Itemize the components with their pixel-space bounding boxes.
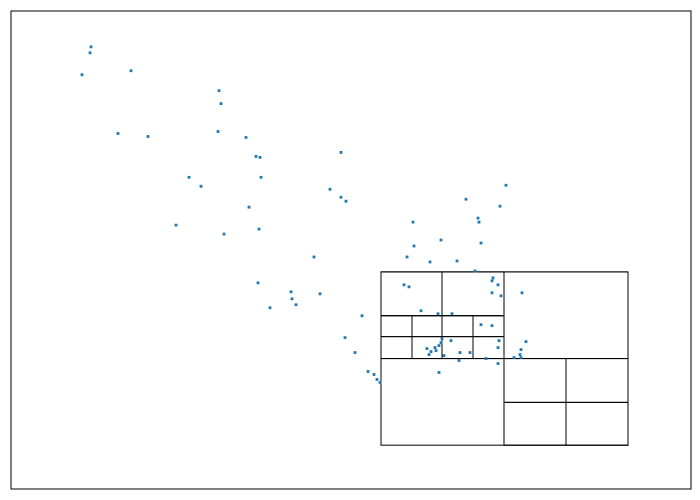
data-point-42: [402, 283, 406, 287]
data-point-10: [258, 155, 262, 159]
data-point-43: [407, 285, 411, 289]
data-point-70: [425, 347, 429, 350]
data-point-50: [268, 306, 272, 310]
data-point-67: [449, 339, 453, 343]
quadtree-rect-19: [565, 358, 629, 403]
data-point-33: [455, 259, 459, 263]
data-point-45: [256, 281, 260, 285]
data-point-4: [217, 89, 221, 93]
data-point-46: [318, 292, 322, 296]
data-point-84: [519, 356, 523, 359]
data-point-82: [524, 340, 528, 344]
data-point-22: [257, 227, 261, 231]
data-point-52: [436, 312, 440, 316]
data-point-55: [360, 314, 364, 318]
data-point-20: [174, 223, 178, 227]
data-point-41: [520, 291, 524, 295]
data-point-73: [458, 351, 462, 354]
data-point-76: [497, 339, 501, 343]
data-point-21: [222, 232, 226, 236]
data-point-12: [187, 175, 191, 179]
data-point-80: [512, 356, 516, 359]
data-point-44: [312, 255, 316, 259]
data-point-65: [439, 341, 443, 345]
data-point-19: [247, 205, 251, 209]
scatter-points: [80, 45, 528, 384]
data-point-25: [498, 204, 502, 208]
data-point-38: [490, 279, 494, 283]
quadtree-rectangles: [380, 271, 629, 446]
data-point-27: [477, 220, 481, 224]
data-point-35: [473, 269, 477, 273]
data-point-39: [496, 283, 500, 287]
data-point-14: [259, 175, 263, 179]
data-point-78: [484, 357, 488, 360]
data-point-40: [499, 294, 503, 298]
data-point-47: [289, 290, 293, 294]
data-point-26: [476, 216, 480, 220]
data-point-31: [405, 255, 409, 259]
data-point-2: [80, 73, 84, 77]
data-point-23: [464, 197, 468, 201]
data-point-13: [199, 184, 203, 188]
data-point-81: [518, 353, 522, 356]
data-point-64: [433, 346, 437, 349]
data-point-30: [412, 244, 416, 248]
data-point-59: [372, 373, 376, 376]
data-point-66: [442, 354, 446, 357]
data-point-74: [468, 351, 472, 354]
data-point-32: [428, 260, 432, 264]
data-point-58: [366, 370, 370, 373]
data-point-11: [254, 154, 258, 158]
data-point-79: [496, 362, 500, 365]
data-point-71: [427, 353, 431, 356]
data-point-7: [146, 135, 150, 138]
data-point-17: [339, 195, 343, 199]
data-point-77: [496, 346, 500, 349]
axes-frame: [10, 10, 692, 490]
data-point-6: [116, 132, 120, 135]
data-point-57: [353, 351, 357, 354]
data-point-63: [440, 337, 444, 341]
data-point-37: [491, 276, 495, 280]
data-point-34: [479, 241, 483, 245]
data-point-9: [244, 136, 248, 139]
data-point-15: [339, 151, 343, 154]
data-point-28: [411, 220, 415, 224]
data-point-16: [328, 187, 332, 191]
data-point-68: [434, 349, 438, 352]
data-point-3: [129, 69, 133, 73]
data-point-54: [479, 323, 483, 327]
data-point-18: [344, 199, 348, 203]
data-point-85: [457, 359, 461, 362]
data-point-8: [216, 130, 220, 133]
data-point-61: [375, 378, 379, 381]
data-point-56: [343, 336, 347, 340]
data-point-49: [294, 303, 298, 307]
data-point-1: [88, 51, 92, 55]
data-point-75: [490, 324, 494, 328]
data-point-60: [378, 381, 382, 384]
data-point-29: [439, 238, 443, 242]
data-point-53: [450, 312, 454, 316]
data-point-51: [419, 309, 423, 313]
data-point-36: [490, 291, 494, 295]
data-point-5: [219, 102, 223, 106]
data-point-24: [504, 183, 508, 187]
data-point-48: [290, 297, 294, 301]
data-point-0: [89, 45, 93, 49]
data-point-83: [519, 348, 523, 351]
data-point-69: [437, 344, 441, 347]
data-point-62: [437, 371, 441, 374]
data-point-72: [429, 350, 433, 353]
